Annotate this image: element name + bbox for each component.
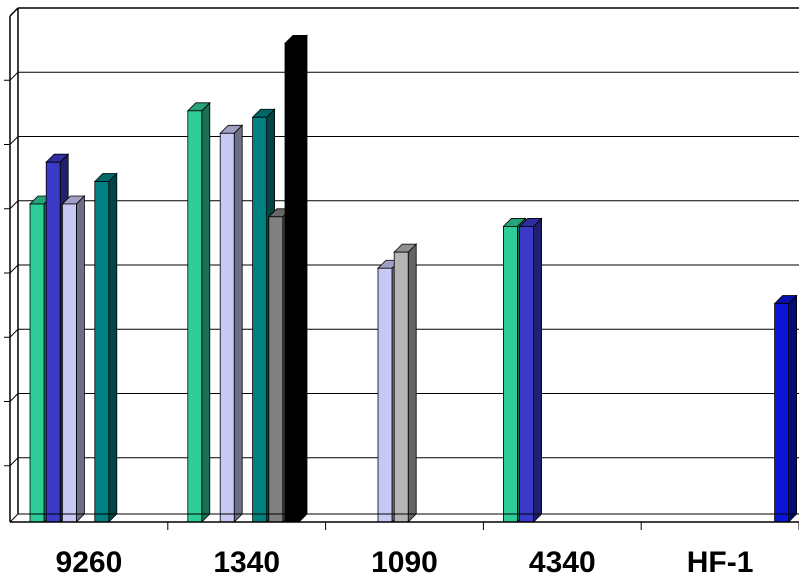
bar-series [29, 34, 798, 523]
bar-front [502, 226, 518, 523]
bar-front [219, 132, 235, 523]
bar-side [108, 172, 118, 523]
bar-1340-series-3 [219, 124, 244, 523]
wall-corner [9, 7, 19, 17]
gridline-side [9, 457, 19, 467]
bar-front [268, 216, 284, 523]
bar-front [94, 181, 110, 523]
gridline-side [9, 393, 19, 402]
category-label: 1340 [213, 546, 280, 579]
category-labels: 9260 1340 1090 4340 HF-1 [56, 546, 754, 579]
bar-side [201, 101, 211, 523]
gridline-side [9, 71, 19, 81]
category-label: HF-1 [687, 546, 754, 579]
floor-corner [9, 513, 19, 523]
bar-front [62, 203, 77, 523]
bar-front [774, 303, 789, 523]
bar-side [533, 217, 542, 523]
gridline-side [9, 328, 19, 338]
bar-front [187, 110, 203, 523]
bar-HF-1-series-8 [773, 294, 798, 523]
bar-front [45, 161, 61, 523]
bar-front [393, 251, 409, 523]
gridline-side [9, 200, 19, 210]
x-axis [9, 513, 799, 530]
bar-side [76, 194, 85, 523]
bar-front [519, 226, 534, 523]
gridline-side [9, 136, 19, 145]
bar-front [284, 42, 300, 523]
gridline-side [9, 264, 19, 274]
bar-9260-series-3 [61, 194, 86, 523]
category-label: 4340 [529, 546, 596, 579]
bar-front [377, 267, 393, 523]
bar-side [298, 34, 308, 523]
bar-1340-series-1 [186, 101, 211, 523]
bar-1090-series-4 [393, 243, 418, 523]
bar-4340-series-2 [518, 217, 543, 523]
bar-9260-series-5 [93, 172, 118, 523]
bar-side [233, 124, 243, 523]
bar-1340-series-7 [284, 34, 308, 523]
bar-front [252, 116, 268, 523]
bar-side [407, 243, 417, 523]
category-label: 9260 [56, 546, 123, 579]
bar-front [29, 203, 45, 523]
category-label: 1090 [371, 546, 438, 579]
bar-side [788, 294, 797, 523]
